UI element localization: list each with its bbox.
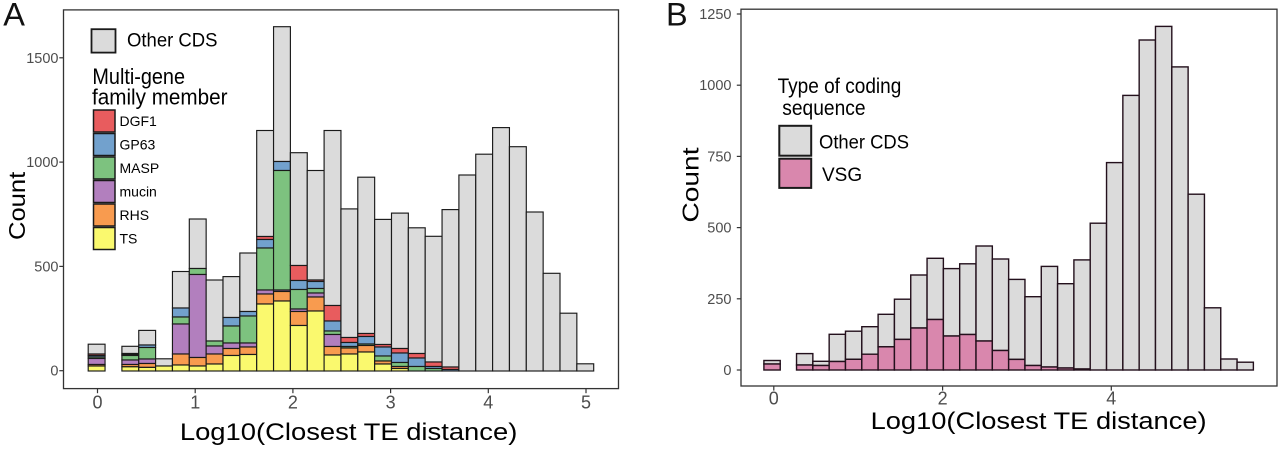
svg-text:VSG: VSG — [822, 165, 862, 186]
svg-text:Type of coding: Type of coding — [778, 75, 902, 98]
svg-text:Other CDS: Other CDS — [819, 133, 909, 154]
svg-text:3: 3 — [386, 393, 396, 413]
svg-text:A: A — [3, 0, 25, 32]
svg-text:5: 5 — [581, 393, 591, 413]
svg-text:Multi-gene: Multi-gene — [92, 64, 185, 89]
svg-text:4: 4 — [483, 393, 493, 413]
svg-text:Log10(Closest TE distance): Log10(Closest TE distance) — [871, 408, 1207, 435]
svg-text:GP63: GP63 — [120, 137, 156, 153]
svg-text:TS: TS — [120, 231, 138, 247]
svg-text:MASP: MASP — [120, 160, 160, 176]
svg-text:1000: 1000 — [26, 155, 58, 171]
svg-text:DGF1: DGF1 — [120, 113, 158, 129]
svg-text:2: 2 — [938, 389, 948, 409]
svg-text:Log10(Closest TE distance): Log10(Closest TE distance) — [180, 419, 518, 446]
svg-text:0: 0 — [723, 363, 731, 379]
svg-text:family member: family member — [92, 84, 228, 109]
svg-text:250: 250 — [707, 292, 731, 308]
svg-text:1500: 1500 — [26, 51, 58, 67]
svg-text:0: 0 — [769, 389, 779, 409]
svg-text:1000: 1000 — [699, 78, 731, 94]
svg-text:750: 750 — [707, 149, 731, 165]
svg-text:Other CDS: Other CDS — [127, 30, 218, 51]
svg-text:1: 1 — [190, 393, 200, 413]
svg-text:500: 500 — [707, 221, 731, 237]
svg-text:Count: Count — [677, 147, 703, 223]
svg-text:mucin: mucin — [120, 184, 157, 200]
svg-text:2: 2 — [288, 393, 298, 413]
svg-text:sequence: sequence — [782, 97, 865, 120]
svg-text:B: B — [666, 0, 688, 32]
svg-text:1250: 1250 — [699, 7, 731, 23]
svg-text:4: 4 — [1106, 389, 1116, 409]
svg-text:Count: Count — [4, 171, 30, 240]
svg-text:RHS: RHS — [120, 207, 150, 223]
svg-text:0: 0 — [50, 364, 58, 380]
svg-text:0: 0 — [92, 393, 102, 413]
svg-text:500: 500 — [34, 259, 58, 275]
